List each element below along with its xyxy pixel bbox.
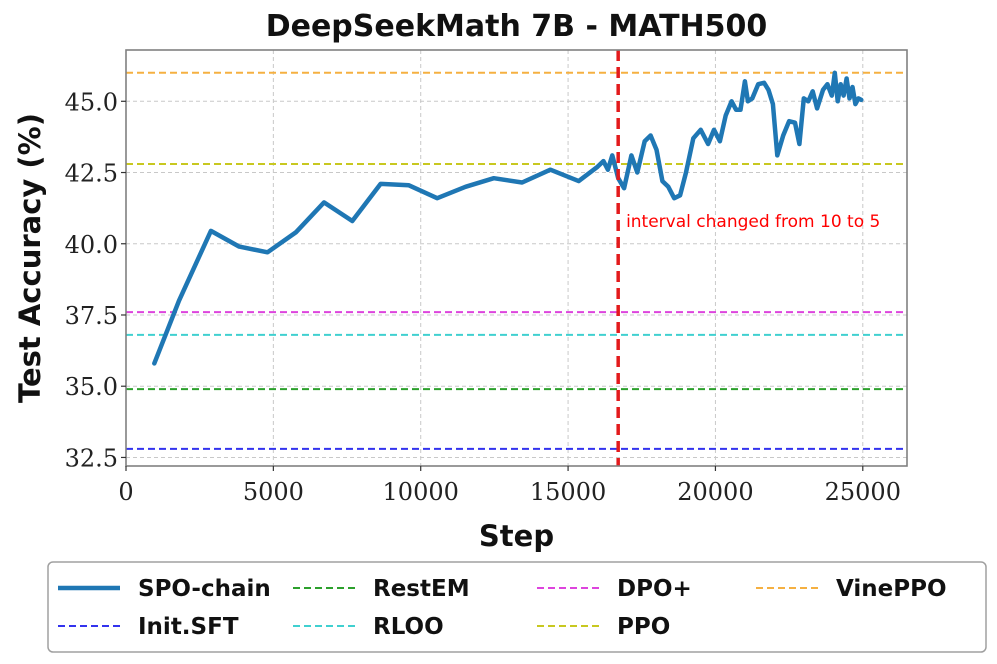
chart-title: DeepSeekMath 7B - MATH500 xyxy=(266,9,768,44)
x-axis-title: Step xyxy=(479,519,554,553)
x-tick-label: 20000 xyxy=(677,478,753,506)
x-tick-label: 15000 xyxy=(530,478,606,506)
annotation-text: interval changed from 10 to 5 xyxy=(626,212,880,232)
y-tick-label: 32.5 xyxy=(65,444,118,472)
x-tick-label: 5000 xyxy=(243,478,304,506)
x-tick-label: 25000 xyxy=(825,478,901,506)
legend-label-spo-chain: SPO-chain xyxy=(138,576,271,602)
x-tick-label: 0 xyxy=(118,478,133,506)
y-tick-label: 42.5 xyxy=(65,160,118,188)
legend-label-vineppo: VinePPO xyxy=(836,576,947,602)
legend-label-init-sft: Init.SFT xyxy=(138,614,239,640)
legend-label-ppo: PPO xyxy=(617,614,670,640)
y-axis-title: Test Accuracy (%) xyxy=(13,113,47,403)
legend-label-dpo-: DPO+ xyxy=(617,576,692,602)
y-tick-label: 45.0 xyxy=(65,88,118,116)
legend-label-restem: RestEM xyxy=(373,576,470,602)
x-tick-label: 10000 xyxy=(383,478,459,506)
y-tick-label: 37.5 xyxy=(65,302,118,330)
legend-label-rloo: RLOO xyxy=(373,614,444,640)
series-line-spo-chain xyxy=(152,70,864,366)
y-tick-label: 35.0 xyxy=(65,373,118,401)
plot-frame xyxy=(125,49,908,467)
legend-box xyxy=(47,561,987,653)
y-tick-label: 40.0 xyxy=(65,231,118,259)
